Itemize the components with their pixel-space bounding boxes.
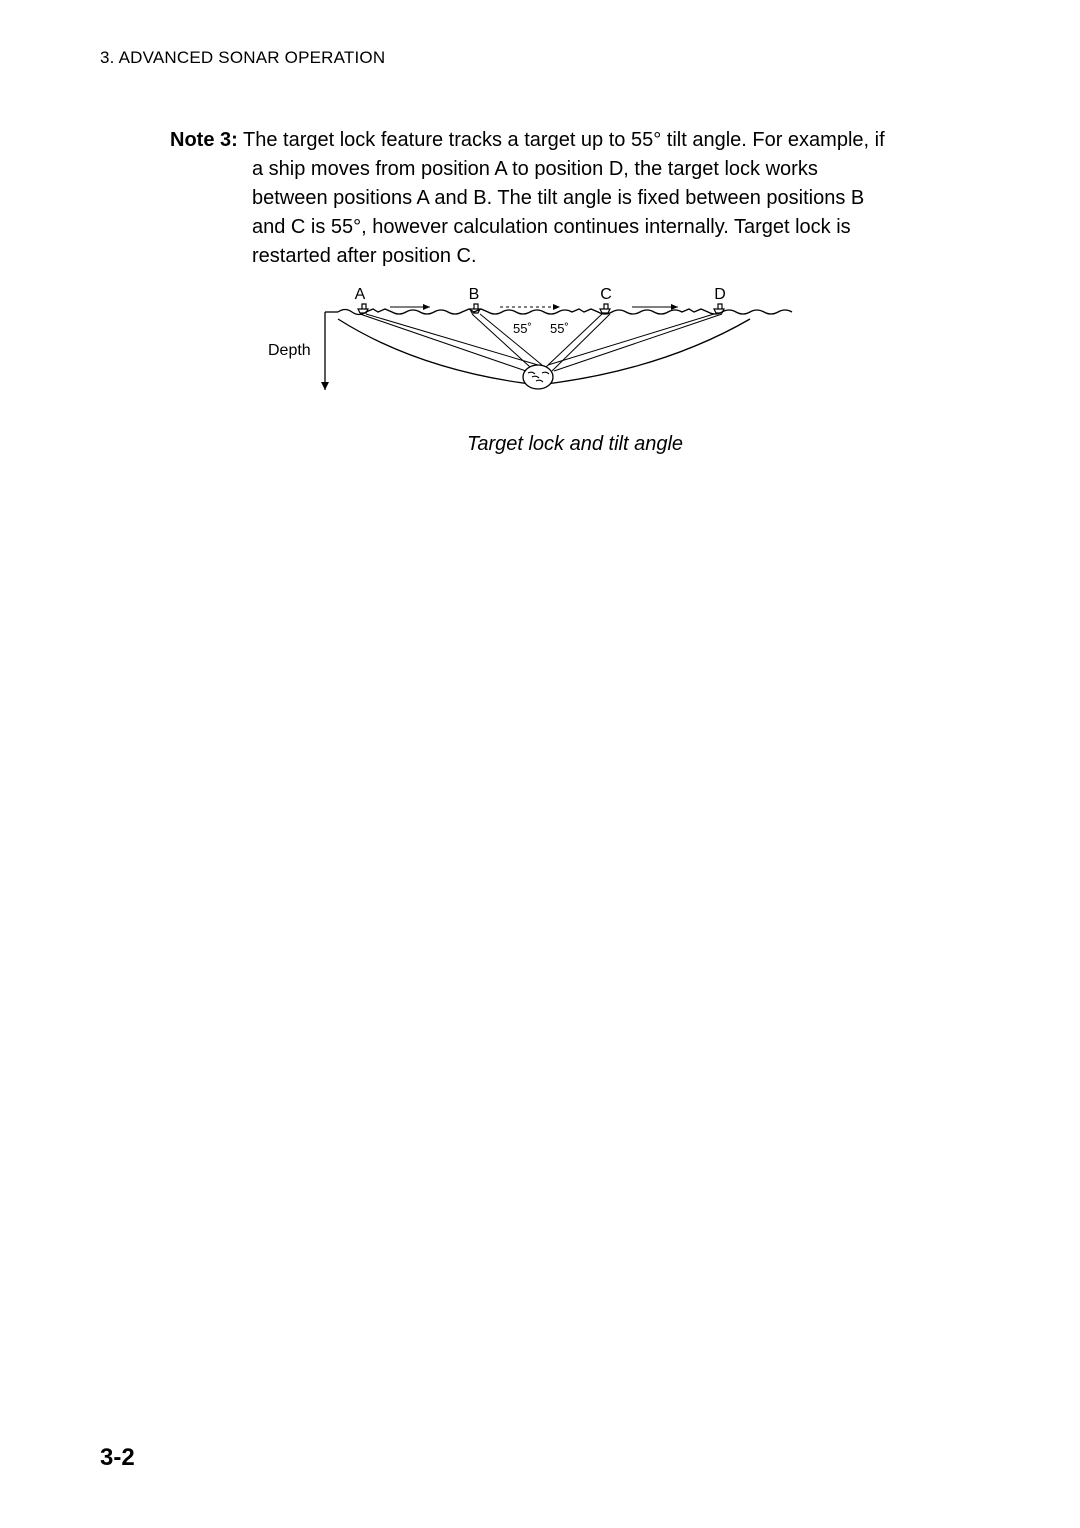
note-line-1: Note 3: The target lock feature tracks a… bbox=[170, 126, 990, 155]
fish-school-icon bbox=[523, 365, 553, 389]
page-number: 3-2 bbox=[100, 1444, 135, 1472]
note-label: Note 3: bbox=[170, 129, 238, 151]
label-a: A bbox=[355, 286, 366, 303]
label-d: D bbox=[714, 286, 726, 303]
label-b: B bbox=[469, 286, 480, 303]
note-line-2: a ship moves from position A to position… bbox=[252, 155, 990, 184]
diagram-svg: Depth A B C bbox=[260, 285, 820, 415]
angle-right: 55˚ bbox=[550, 321, 569, 336]
label-c: C bbox=[600, 286, 612, 303]
depth-label: Depth bbox=[268, 342, 311, 359]
ship-d: D bbox=[714, 286, 726, 313]
note-line-5: restarted after position C. bbox=[252, 242, 990, 271]
ship-c: C bbox=[600, 286, 612, 313]
angle-left: 55˚ bbox=[513, 321, 532, 336]
section-header: 3. ADVANCED SONAR OPERATION bbox=[100, 48, 990, 68]
note-block: Note 3: The target lock feature tracks a… bbox=[170, 126, 990, 271]
figure-caption: Target lock and tilt angle bbox=[330, 433, 820, 456]
note-text-1: The target lock feature tracks a target … bbox=[238, 129, 885, 151]
figure: Depth A B C bbox=[260, 285, 820, 456]
note-line-4: and C is 55°, however calculation contin… bbox=[252, 213, 990, 242]
ship-b: B bbox=[469, 286, 480, 313]
ship-a: A bbox=[355, 286, 368, 313]
note-line-3: between positions A and B. The tilt angl… bbox=[252, 184, 990, 213]
